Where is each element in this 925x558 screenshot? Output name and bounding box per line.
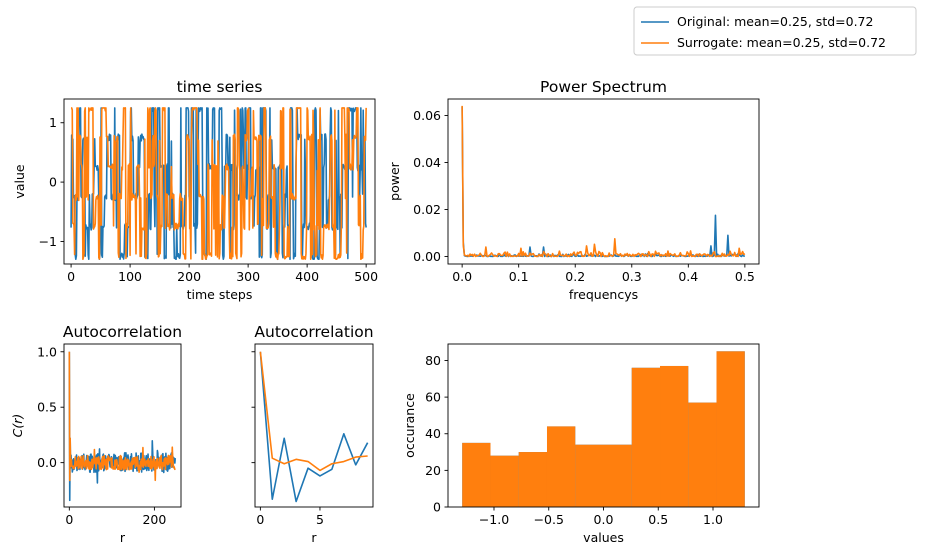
legend-frame (633, 6, 917, 56)
acf_zoom-line-surrogate (259, 351, 368, 472)
ts-plot-area (70, 107, 367, 261)
acf_full-line-original (68, 351, 177, 502)
acf_full-xtick-label: 0 (65, 512, 73, 527)
time-series-panel: 0 100 200 300 400 500 −1 0 1 time series time step… (12, 78, 378, 302)
histogram-panel: −1.0 −0.5 0.0 0.5 1.0 0 20 40 60 80 values occuranc… (402, 343, 760, 545)
power-spectrum-panel: 0.0 0.1 0.2 0.3 0.4 0.5 0.00 0.02 0.04 0.06 Power … (387, 78, 760, 302)
ps-xtick-label: 0.0 (452, 269, 472, 284)
ps-plot-area (461, 105, 746, 258)
acf_zoom-title: Autocorrelation (254, 323, 373, 341)
acf_full-axes-frame (63, 343, 182, 508)
ts-xtick-label: 400 (295, 269, 319, 284)
ts-title: time series (177, 78, 263, 96)
ts-line-surrogate (70, 107, 367, 261)
ps-xtick-label: 0.1 (509, 269, 529, 284)
acf_zoom-axes-frame (254, 343, 374, 508)
hist-ytick-label: 40 (425, 426, 441, 441)
autocorrelation-full-panel: 0 200 0.0 0.5 1.0 Autocorrelation r C(r) (10, 323, 182, 545)
hist-ytick-label: 80 (425, 353, 441, 368)
ts-xtick-label: 0 (67, 269, 75, 284)
ps-ytick-label: 0.02 (413, 202, 441, 217)
acf_zoom-xlabel: r (311, 530, 317, 545)
histogram-bar-surrogate (462, 442, 491, 507)
acf_zoom-xtick-label: 5 (316, 512, 324, 527)
ps-line-original (461, 106, 745, 258)
ps-line-surrogate (461, 105, 746, 258)
acf_zoom-xtick-label: 0 (256, 512, 264, 527)
histogram-bar-surrogate (575, 444, 604, 507)
histogram-bar-surrogate (603, 444, 632, 507)
histogram-bar-surrogate (546, 426, 576, 507)
ps-xtick-label: 0.2 (565, 269, 585, 284)
hist-ylabel: occurance (402, 393, 417, 458)
acf_zoom-line-original (259, 351, 369, 503)
ts-xtick-label: 100 (118, 269, 142, 284)
ps-axes-frame (447, 98, 760, 265)
legend-label-surrogate: Surrogate: mean=0.25, std=0.72 (677, 35, 886, 50)
hist-ytick-label: 20 (425, 463, 441, 478)
legend-label-original: Original: mean=0.25, std=0.72 (677, 14, 873, 29)
ps-xlabel: frequencys (569, 287, 638, 302)
ps-ytick-label: 0.04 (413, 155, 441, 170)
histogram-bar-surrogate (716, 351, 745, 507)
acf_full-plot-area (68, 351, 177, 502)
histogram-bar-surrogate (490, 455, 519, 507)
hist-xtick-label: 1.0 (703, 512, 723, 527)
hist-plot-area (462, 351, 745, 507)
histogram-bar-surrogate (688, 402, 717, 507)
ts-xtick-label: 300 (236, 269, 260, 284)
acf_full-ytick-label: 0.5 (37, 400, 57, 415)
acf_full-xlabel: r (120, 530, 126, 545)
ts-ytick-label: 1 (49, 115, 57, 130)
ps-title: Power Spectrum (540, 78, 667, 96)
ps-ytick-label: 0.00 (413, 249, 441, 264)
ts-axes-frame (63, 98, 376, 265)
ts-ylabel: value (12, 164, 27, 198)
histogram-bar-surrogate (660, 365, 689, 507)
ps-ylabel: power (387, 161, 402, 200)
hist-xtick-label: −1.0 (479, 512, 509, 527)
acf_full-ytick-label: 0.0 (37, 455, 57, 470)
ps-ytick-label: 0.06 (413, 108, 441, 123)
histogram-bar-surrogate (518, 452, 547, 507)
hist-ytick-label: 0 (433, 500, 441, 515)
ps-xtick-label: 0.5 (735, 269, 755, 284)
ts-ytick-label: 0 (49, 175, 57, 190)
acf_full-ytick-label: 1.0 (37, 344, 57, 359)
ts-xlabel: time steps (187, 287, 253, 302)
autocorrelation-zoom-panel: 0 5 Autocorrelation r (251, 323, 374, 545)
hist-xtick-label: 0.5 (648, 512, 668, 527)
acf_zoom-plot-area (259, 351, 369, 503)
legend: Original: mean=0.25, std=0.72 Surrogate:… (633, 6, 917, 56)
histogram-bar-surrogate (631, 367, 661, 507)
acf_full-xtick-label: 200 (142, 512, 166, 527)
hist-xtick-label: −0.5 (534, 512, 564, 527)
acf_full-title: Autocorrelation (63, 323, 182, 341)
acf_full-line-surrogate (68, 351, 176, 482)
hist-xtick-label: 0.0 (594, 512, 614, 527)
ps-xtick-label: 0.4 (678, 269, 698, 284)
ts-xtick-label: 200 (177, 269, 201, 284)
acf_full-ylabel: C(r) (10, 414, 25, 438)
ts-xtick-label: 500 (354, 269, 378, 284)
ps-xtick-label: 0.3 (622, 269, 642, 284)
hist-ytick-label: 60 (425, 390, 441, 405)
hist-xlabel: values (583, 530, 624, 545)
ts-ytick-label: −1 (39, 234, 57, 249)
